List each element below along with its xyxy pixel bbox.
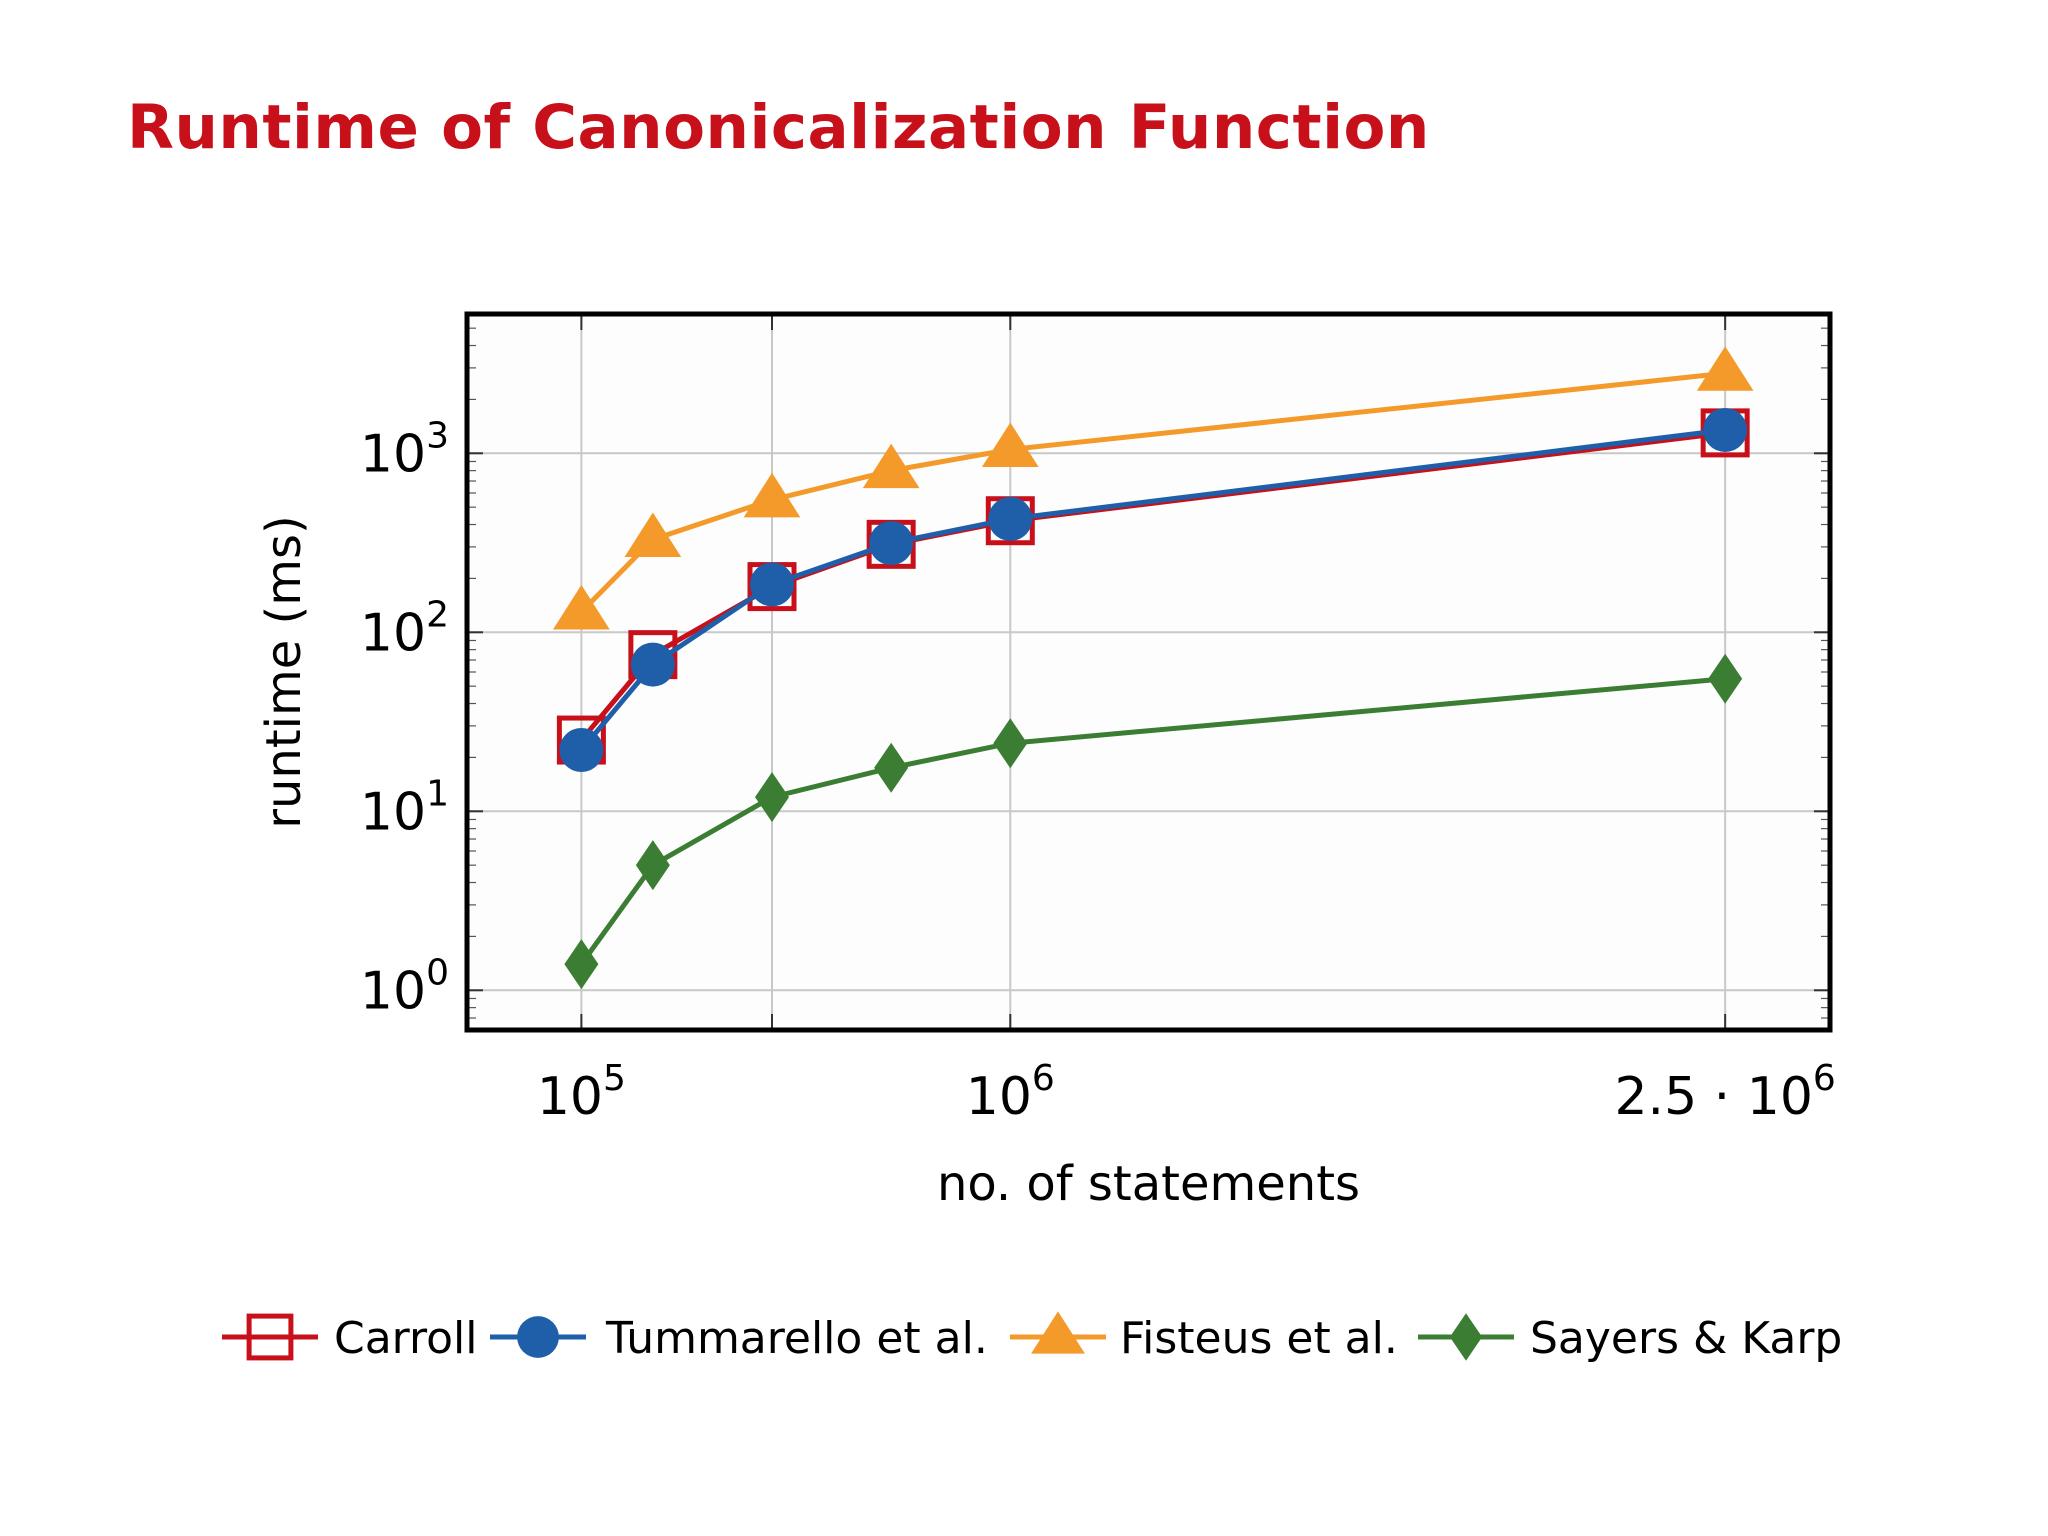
legend-marker-3 xyxy=(1449,1313,1483,1361)
legend-entry-2: Fisteus et al. xyxy=(1010,1311,1398,1364)
series-3 xyxy=(564,653,1743,990)
x-tick-label-1: 106 xyxy=(966,1058,1055,1127)
grid xyxy=(467,314,1830,1030)
legend-entry-3: Sayers & Karp xyxy=(1418,1313,1842,1364)
data-point-2-0 xyxy=(553,584,610,630)
data-point-1-1 xyxy=(630,642,675,687)
legend-label-2: Fisteus et al. xyxy=(1120,1313,1398,1364)
plot-frame xyxy=(464,311,1833,1033)
legend: Carroll Tummarello et al. Fisteus et al. Sa… xyxy=(222,1311,1842,1364)
major-ticks xyxy=(467,314,1830,1030)
legend-entry-0: Carroll xyxy=(222,1313,478,1364)
y-tick-label-2: 102 xyxy=(360,594,449,663)
data-point-3-3 xyxy=(874,742,909,793)
y-tick-base: 10 xyxy=(360,603,426,663)
data-point-1-3 xyxy=(869,521,914,566)
data-point-3-2 xyxy=(755,772,790,823)
legend-label-0: Carroll xyxy=(334,1313,478,1364)
x-tick-labels: 105 106 2.5 · 106 xyxy=(537,1058,1836,1127)
data-point-1-4 xyxy=(988,496,1033,541)
data-point-3-5 xyxy=(1708,653,1743,704)
x-tick-base: 10 xyxy=(537,1067,603,1127)
legend-marker-1 xyxy=(517,1316,559,1358)
y-tick-base: 10 xyxy=(360,961,426,1021)
legend-label-3: Sayers & Karp xyxy=(1530,1313,1842,1364)
data-point-3-4 xyxy=(993,718,1028,769)
legend-label-1: Tummarello et al. xyxy=(605,1313,988,1364)
x-tick-base: 10 xyxy=(966,1067,1032,1127)
x-tick-base: 10 xyxy=(1747,1067,1813,1127)
x-tick-exponent: 6 xyxy=(1032,1058,1055,1099)
slide-title: Runtime of Canonicalization Function xyxy=(127,92,1430,163)
y-tick-label-1: 101 xyxy=(360,773,449,842)
x-tick-exponent: 5 xyxy=(603,1058,626,1099)
data-point-2-2 xyxy=(743,472,801,518)
y-tick-base: 10 xyxy=(360,424,426,484)
legend-marker-0 xyxy=(246,1313,294,1361)
data-point-1-5 xyxy=(1703,407,1748,452)
data-point-1-2 xyxy=(750,562,795,607)
x-tick-exponent: 6 xyxy=(1813,1058,1836,1099)
series-1 xyxy=(559,407,1748,772)
data-point-2-3 xyxy=(862,443,920,489)
data-point-1-0 xyxy=(559,727,604,772)
legend-marker-2 xyxy=(1031,1311,1085,1354)
data-point-2-5 xyxy=(1696,346,1754,391)
y-tick-label-0: 100 xyxy=(360,952,449,1021)
series-line-3 xyxy=(579,676,1726,966)
x-tick-label-2: 2.5 · 106 xyxy=(1614,1058,1835,1127)
y-tick-label-3: 103 xyxy=(360,415,449,484)
data-point-3-0 xyxy=(564,939,599,990)
series-2 xyxy=(553,346,1754,630)
y-tick-exponent: 1 xyxy=(426,773,449,814)
data-point-2-4 xyxy=(981,422,1039,468)
y-tick-exponent: 0 xyxy=(426,952,449,993)
data-point-3-1 xyxy=(635,840,670,891)
y-tick-base: 10 xyxy=(360,782,426,842)
data-point-2-1 xyxy=(624,512,682,558)
y-axis-label: runtime (ms) xyxy=(256,515,312,829)
y-tick-exponent: 3 xyxy=(426,415,449,456)
x-tick-label-0: 105 xyxy=(537,1058,626,1127)
x-tick-mantissa: 2.5 · xyxy=(1614,1067,1746,1127)
y-tick-exponent: 2 xyxy=(426,594,449,635)
legend-entry-1: Tummarello et al. xyxy=(490,1313,988,1364)
x-axis-label: no. of statements xyxy=(937,1156,1360,1212)
